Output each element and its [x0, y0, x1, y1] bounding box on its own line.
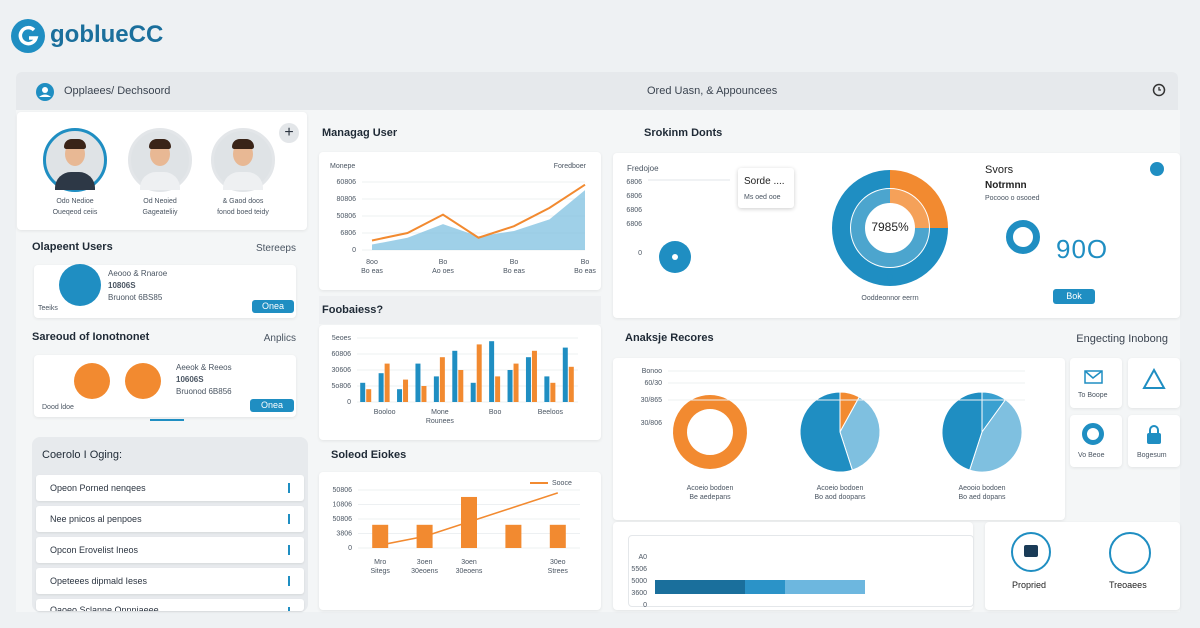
- log-item[interactable]: Nee pnicos al penpoes: [36, 506, 304, 532]
- log-title: Coerolo I Oging:: [42, 449, 123, 461]
- logo-icon: [11, 19, 45, 53]
- chart-panel: [319, 152, 601, 290]
- avatar-body: [223, 172, 263, 190]
- person-icon[interactable]: [1109, 532, 1151, 574]
- tile-label: Vo Beoe: [1078, 452, 1105, 459]
- side-title: Fredojoe: [627, 164, 659, 173]
- info-badge[interactable]: [1150, 162, 1164, 176]
- header-center: Ored Uasn, & Appouncees: [647, 85, 778, 97]
- pin-icon: [125, 363, 161, 399]
- status-note: Pocooo o osooed: [985, 195, 1040, 202]
- avatar-hair: [64, 139, 86, 149]
- tile-label: To Boope: [1078, 392, 1108, 399]
- action-label: Treoaees: [1109, 580, 1147, 590]
- lock-icon: [1147, 425, 1161, 444]
- tooltip-title: Sorde ....: [744, 176, 785, 187]
- chart-title: Srokinm Donts: [644, 127, 723, 139]
- ring-icon: [1082, 423, 1104, 445]
- card-line: Bruonod 6B856: [176, 387, 232, 396]
- section-action[interactable]: Stereeps: [255, 243, 296, 254]
- tile[interactable]: [1128, 358, 1180, 408]
- camera-icon[interactable]: [1011, 532, 1051, 572]
- card-tag: Dood ldoe: [42, 404, 74, 411]
- card-button[interactable]: Onea: [250, 399, 294, 412]
- card-icon: [59, 264, 101, 306]
- status-title: Svors: [985, 164, 1014, 176]
- chart-title: Soleod Eiokes: [331, 449, 407, 461]
- card-line: Bruonot 6BS85: [108, 293, 163, 302]
- warning-icon: [1142, 368, 1166, 389]
- user-role: Gageateliiy: [142, 209, 178, 216]
- card-tag: Teeiks: [38, 305, 58, 312]
- log-item[interactable]: Opcon Erovelist Ineos: [36, 537, 304, 563]
- user-role: Oueqeod ceiis: [52, 209, 98, 216]
- indicator: [150, 419, 184, 421]
- chart-panel: [319, 325, 601, 440]
- status-subtitle: Notrmnn: [985, 180, 1027, 191]
- section-title: Sareoud of Ionotnonet: [32, 331, 150, 343]
- card-line: 10606S: [176, 375, 204, 384]
- action-label: Propried: [1012, 580, 1047, 590]
- section-action[interactable]: Anplics: [263, 333, 296, 344]
- mail-icon: [1084, 370, 1103, 384]
- avatar[interactable]: [43, 128, 107, 192]
- chart-title: Managag User: [322, 127, 398, 139]
- breadcrumb[interactable]: Opplaees/ Dechsoord: [64, 85, 171, 97]
- log-item[interactable]: Opeteees dipmald Ieses: [36, 568, 304, 594]
- clock-icon[interactable]: [1152, 83, 1166, 97]
- log-item[interactable]: Opeon Porned nenqees: [36, 475, 304, 501]
- user-name: Odo Nedioe: [56, 198, 94, 205]
- tile-label: Bogesum: [1137, 452, 1167, 459]
- user-role: fonod boed teidy: [217, 209, 269, 216]
- top-bar: [16, 72, 1178, 110]
- chart-title: Foobaiess?: [322, 304, 384, 316]
- user-name: & Gaod doos: [222, 198, 264, 205]
- avatar-body: [140, 172, 180, 190]
- alert-icon: [74, 363, 110, 399]
- ring-icon: [1006, 220, 1040, 254]
- card-line: Aeeok & Reeos: [176, 363, 232, 372]
- card-line: Aeooo & Rnaroe: [108, 269, 168, 278]
- log-item[interactable]: Oaoeo Sclanne Onnniaeee: [36, 599, 304, 611]
- user-icon[interactable]: [35, 82, 55, 102]
- chart-header: [319, 296, 601, 324]
- user-name: Od Neoied: [143, 198, 177, 205]
- avatar-hair: [149, 139, 171, 149]
- status-button[interactable]: Bok: [1053, 289, 1095, 304]
- tooltip-text: Ms oed ooe: [744, 194, 781, 201]
- status-big: 90O: [1056, 234, 1109, 264]
- chart-panel: [319, 472, 601, 610]
- actions-panel: [985, 522, 1180, 610]
- section-title: Olapeent Users: [32, 241, 113, 253]
- logo: goblueCC: [50, 21, 164, 48]
- card-button[interactable]: Onea: [252, 300, 294, 313]
- add-button[interactable]: +: [279, 123, 299, 143]
- avatar-hair: [232, 139, 254, 149]
- card-line: 10806S: [108, 281, 136, 290]
- section-title: Engecting Inobong: [1076, 333, 1168, 345]
- camera-glyph: [1024, 545, 1038, 557]
- section-title: Anaksje Recores: [625, 332, 714, 344]
- analysis-panel: [613, 358, 1065, 520]
- bar-box: [628, 535, 974, 607]
- tooltip: [738, 168, 794, 208]
- avatar-body: [55, 172, 95, 190]
